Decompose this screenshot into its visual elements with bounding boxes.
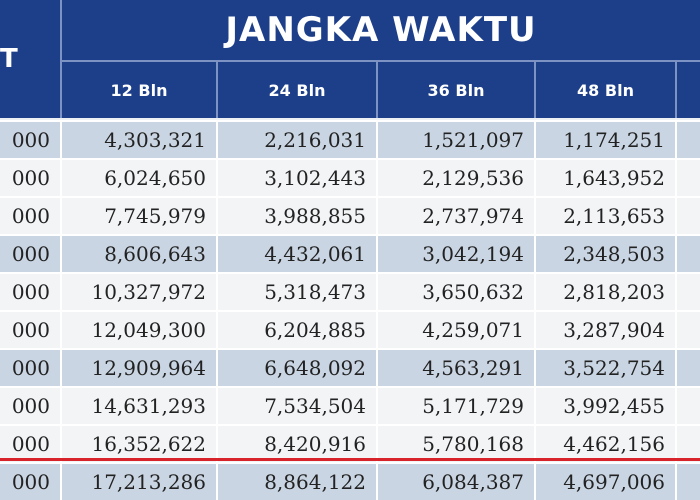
value-cell: 8,606,643 [60, 234, 216, 272]
value-cell: 3,992,455 [534, 386, 675, 424]
value-cell: 4,697,006 [534, 462, 675, 500]
value-cell: 8,420,916 [216, 424, 376, 462]
cropped-cell [675, 272, 700, 310]
cropped-cell [675, 196, 700, 234]
row-label: 000 [0, 424, 60, 462]
value-cell: 2,216,031 [216, 120, 376, 158]
row-label: 000 [0, 462, 60, 500]
value-cell: 6,024,650 [60, 158, 216, 196]
value-cell: 4,462,156 [534, 424, 675, 462]
cropped-cell [675, 348, 700, 386]
value-cell: 1,643,952 [534, 158, 675, 196]
value-cell: 2,129,536 [376, 158, 534, 196]
value-cell: 3,522,754 [534, 348, 675, 386]
cropped-cell [675, 386, 700, 424]
highlight-line [0, 458, 700, 461]
row-label: 000 [0, 386, 60, 424]
value-cell: 17,213,286 [60, 462, 216, 500]
row-label: 000 [0, 120, 60, 158]
value-cell: 3,042,194 [376, 234, 534, 272]
cropped-cell [675, 310, 700, 348]
value-cell: 2,818,203 [534, 272, 675, 310]
row-label: 000 [0, 272, 60, 310]
value-cell: 6,204,885 [216, 310, 376, 348]
value-cell: 14,631,293 [60, 386, 216, 424]
row-label: 000 [0, 348, 60, 386]
value-cell: 2,737,974 [376, 196, 534, 234]
value-cell: 4,563,291 [376, 348, 534, 386]
value-cell: 6,648,092 [216, 348, 376, 386]
cropped-cell [675, 234, 700, 272]
value-cell: 5,780,168 [376, 424, 534, 462]
column-header: 36 Bln [376, 60, 534, 118]
value-cell: 7,745,979 [60, 196, 216, 234]
row-label: 000 [0, 310, 60, 348]
column-header: 12 Bln [60, 60, 216, 118]
cropped-cell [675, 158, 700, 196]
value-cell: 6,084,387 [376, 462, 534, 500]
value-cell: 5,171,729 [376, 386, 534, 424]
value-cell: 3,650,632 [376, 272, 534, 310]
row-label: 000 [0, 234, 60, 272]
column-header: 48 Bln [534, 60, 675, 118]
cropped-cell [675, 424, 700, 462]
value-cell: 1,521,097 [376, 120, 534, 158]
value-cell: 4,259,071 [376, 310, 534, 348]
value-cell: 10,327,972 [60, 272, 216, 310]
value-cell: 3,102,443 [216, 158, 376, 196]
value-cell: 12,909,964 [60, 348, 216, 386]
cropped-cell [675, 120, 700, 158]
value-cell: 5,318,473 [216, 272, 376, 310]
value-cell: 1,174,251 [534, 120, 675, 158]
value-cell: 7,534,504 [216, 386, 376, 424]
value-cell: 4,432,061 [216, 234, 376, 272]
value-cell: 2,113,653 [534, 196, 675, 234]
row-label: 000 [0, 158, 60, 196]
table-title: JANGKA WAKTU [60, 0, 700, 60]
row-label: 000 [0, 196, 60, 234]
value-cell: 16,352,622 [60, 424, 216, 462]
value-cell: 4,303,321 [60, 120, 216, 158]
column-header: 24 Bln [216, 60, 376, 118]
cropped-cell [675, 462, 700, 500]
value-cell: 8,864,122 [216, 462, 376, 500]
left-header: T [0, 0, 60, 118]
value-cell: 12,049,300 [60, 310, 216, 348]
cropped-header [675, 60, 700, 118]
value-cell: 3,988,855 [216, 196, 376, 234]
value-cell: 3,287,904 [534, 310, 675, 348]
value-cell: 2,348,503 [534, 234, 675, 272]
